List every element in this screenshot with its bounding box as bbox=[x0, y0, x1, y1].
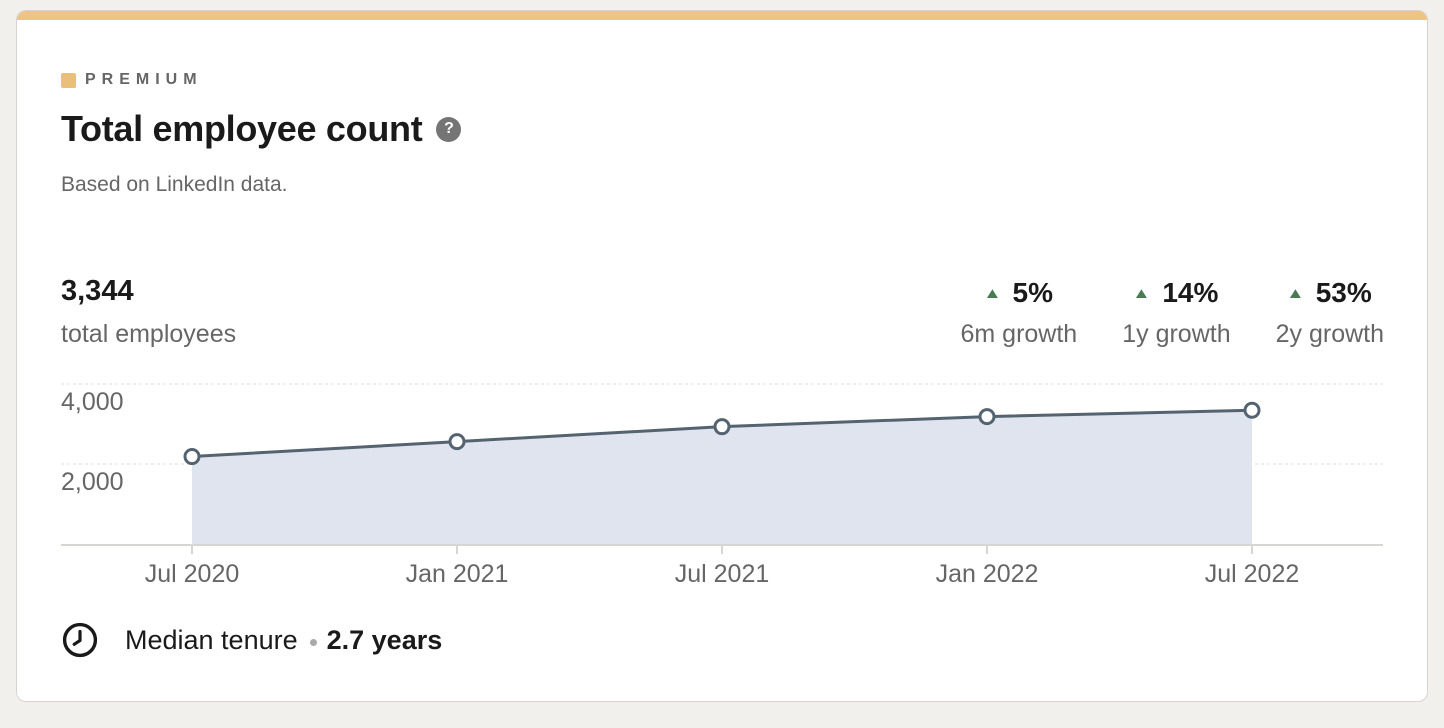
growth-stat-2y: ▲ 53% 2y growth bbox=[1276, 279, 1384, 349]
premium-square-icon bbox=[61, 72, 76, 88]
data-point-marker[interactable] bbox=[1243, 401, 1261, 419]
x-axis-label: Jul 2021 bbox=[674, 560, 770, 588]
total-employees-stat: 3,344 total employees bbox=[61, 277, 236, 349]
employee-count-card: PREMIUM Total employee count ? Based on … bbox=[16, 10, 1428, 702]
growth-value-6m: 5% bbox=[1012, 277, 1054, 308]
growth-value-1y: 14% bbox=[1162, 277, 1219, 308]
premium-badge: PREMIUM bbox=[61, 71, 1384, 88]
premium-gold-bar bbox=[17, 11, 1427, 20]
growth-label-2y: 2y growth bbox=[1275, 320, 1384, 348]
stats-row: 3,344 total employees ▲ 5% 6m growth ▲ 1… bbox=[61, 277, 1384, 349]
growth-value-2y: 53% bbox=[1315, 277, 1372, 308]
x-axis-label: Jan 2022 bbox=[935, 560, 1039, 588]
premium-label: PREMIUM bbox=[85, 71, 203, 88]
data-point-marker[interactable] bbox=[448, 433, 466, 451]
total-employees-label: total employees bbox=[61, 320, 237, 348]
growth-up-icon: ▲ bbox=[982, 284, 1002, 302]
employee-count-chart[interactable]: 2,000 4,000 Jul 2020 Jan 2021 Jul 2021 Jan 20… bbox=[61, 376, 1385, 590]
x-axis-label: Jan 2021 bbox=[405, 560, 509, 588]
data-point-marker[interactable] bbox=[183, 448, 201, 466]
data-point-marker[interactable] bbox=[713, 418, 731, 436]
help-icon[interactable]: ? bbox=[436, 116, 462, 142]
separator-dot-icon bbox=[309, 638, 317, 646]
growth-stat-1y: ▲ 14% 1y growth bbox=[1122, 279, 1230, 349]
growth-label-1y: 1y growth bbox=[1122, 320, 1231, 348]
median-tenure-value: 2.7 years bbox=[326, 624, 443, 655]
growth-label-6m: 6m growth bbox=[960, 320, 1078, 348]
growth-stats: ▲ 5% 6m growth ▲ 14% 1y growth ▲ 53% bbox=[961, 277, 1385, 349]
data-point-marker[interactable] bbox=[978, 408, 996, 426]
growth-up-icon: ▲ bbox=[1132, 284, 1152, 302]
y-axis-label: 2,000 bbox=[61, 468, 124, 496]
title-row: Total employee count ? bbox=[61, 108, 1384, 150]
subtitle: Based on LinkedIn data. bbox=[61, 173, 288, 196]
page-title: Total employee count bbox=[61, 108, 423, 149]
x-axis-label: Jul 2020 bbox=[144, 560, 240, 588]
total-employees-value: 3,344 bbox=[61, 275, 134, 307]
card-body: PREMIUM Total employee count ? Based on … bbox=[17, 20, 1427, 659]
growth-stat-6m: ▲ 5% 6m growth bbox=[961, 279, 1078, 349]
clock-icon bbox=[62, 622, 98, 658]
x-axis-label: Jul 2022 bbox=[1204, 560, 1300, 588]
chart-canvas[interactable] bbox=[61, 376, 1383, 554]
median-tenure-row: Median tenure 2.7 years bbox=[61, 621, 1384, 659]
median-tenure-label: Median tenure bbox=[125, 624, 298, 655]
y-axis-label: 4,000 bbox=[61, 388, 124, 416]
growth-up-icon: ▲ bbox=[1285, 284, 1305, 302]
